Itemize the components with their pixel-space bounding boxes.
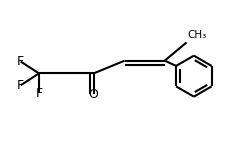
Text: O: O (89, 88, 99, 101)
Text: F: F (17, 55, 24, 68)
Text: F: F (35, 87, 43, 100)
Text: CH₃: CH₃ (188, 30, 207, 40)
Text: F: F (17, 79, 24, 92)
